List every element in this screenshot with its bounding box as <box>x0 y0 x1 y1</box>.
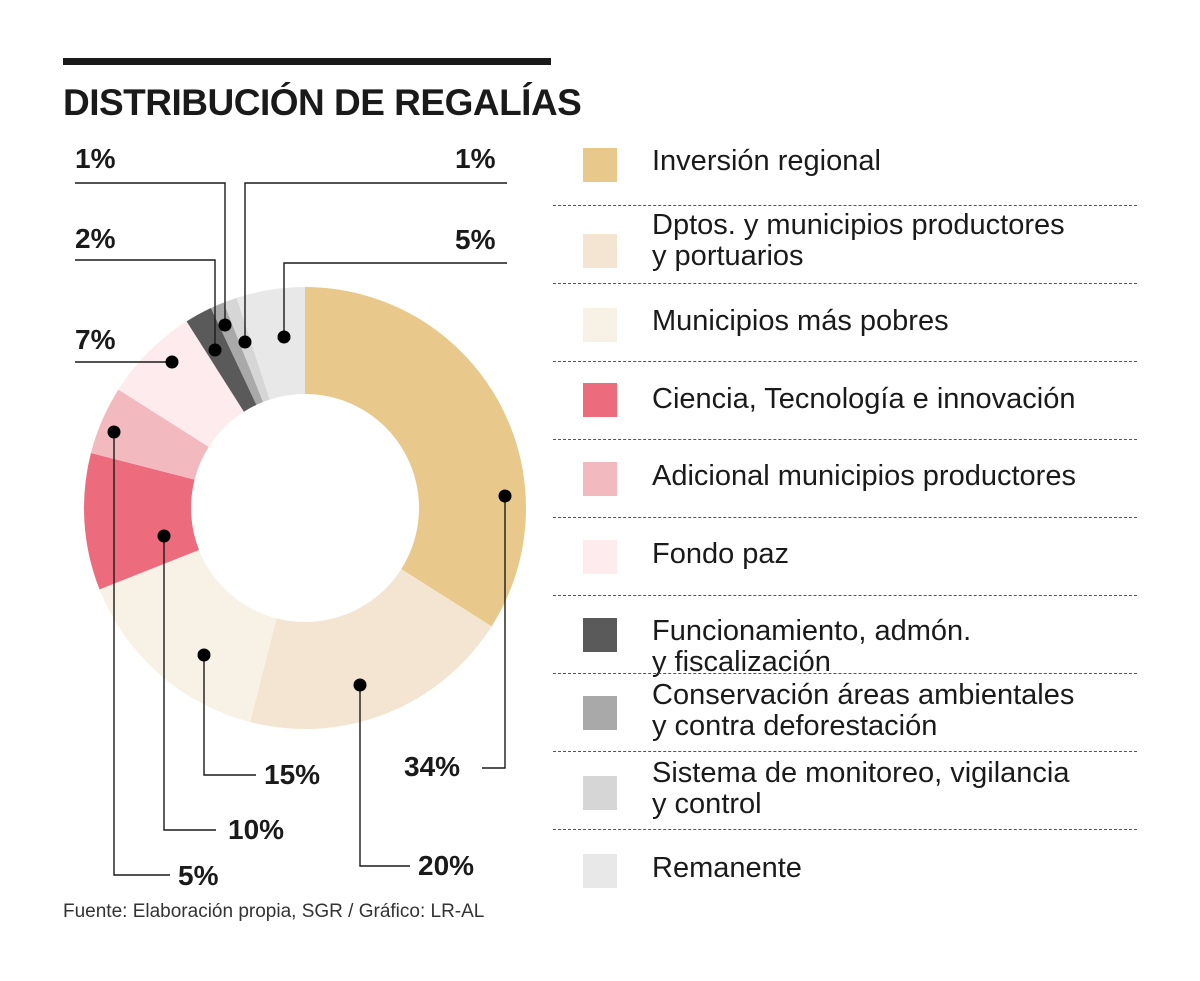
leader-dot-funcionamiento-admon-y-fiscalizacion <box>208 343 222 357</box>
leader-line-funcionamiento-admon-y-fiscalizacion <box>75 259 216 350</box>
legend-label-funcionamiento-admon-y-fiscalizacion: Funcionamiento, admón. y fiscalización <box>652 615 972 678</box>
leader-line-adicional-municipios-productores <box>113 432 170 876</box>
donut-chart <box>75 182 526 876</box>
leader-dot-conservacion-areas-ambientales-y-contra-deforestacion <box>218 318 232 332</box>
legend-swatch-funcionamiento-admon-y-fiscalizacion <box>583 618 617 652</box>
legend-separator <box>553 205 1137 206</box>
legend-swatch-dptos-y-municipios-productores-y-portuarios <box>583 234 617 268</box>
leader-line-remanente <box>283 262 507 337</box>
leader-line-municipios-mas-pobres <box>203 655 256 776</box>
slice-funcionamiento-admon-y-fiscalizacion <box>186 308 257 412</box>
data-label-remanente: 5% <box>455 224 496 255</box>
chart-title: DISTRIBUCIÓN DE REGALÍAS <box>63 82 582 123</box>
legend-label-dptos-y-municipios-productores-y-portuarios: Dptos. y municipios productores y portua… <box>652 209 1065 272</box>
data-label-municipios-mas-pobres: 15% <box>264 759 321 790</box>
legend-swatch-remanente <box>583 854 617 888</box>
legend-label-adicional-municipios-productores: Adicional municipios productores <box>652 460 1076 492</box>
leader-dot-dptos-y-municipios-productores-y-portuarios <box>353 678 367 692</box>
legend-label-conservacion-areas-ambientales-y-contra-deforestacion: Conservación áreas ambientales y contra … <box>652 679 1075 742</box>
leader-line-conservacion-areas-ambientales-y-contra-deforestacion <box>75 182 226 325</box>
data-label-funcionamiento-admon-y-fiscalizacion: 2% <box>75 223 116 254</box>
leader-dot-inversion-regional <box>498 489 512 503</box>
leader-dot-adicional-municipios-productores <box>107 425 121 439</box>
legend-label-inversion-regional: Inversión regional <box>652 145 881 177</box>
legend-separator <box>553 517 1137 518</box>
legend-swatch-fondo-paz <box>583 540 617 574</box>
slice-adicional-municipios-productores <box>90 389 209 480</box>
legend-swatch-sistema-de-monitoreo-vigilancia-y-control <box>583 776 617 810</box>
legend-label-sistema-de-monitoreo-vigilancia-y-control: Sistema de monitoreo, vigilancia y contr… <box>652 757 1070 820</box>
slice-dptos-y-municipios-productores-y-portuarios <box>250 569 492 730</box>
legend-separator <box>553 439 1137 440</box>
slice-inversion-regional <box>305 287 526 627</box>
data-label-sistema-de-monitoreo-vigilancia-y-control: 1% <box>455 143 496 174</box>
data-label-fondo-paz: 7% <box>75 324 116 355</box>
leader-dot-fondo-paz <box>165 355 179 369</box>
leader-line-dptos-y-municipios-productores-y-portuarios <box>359 685 410 867</box>
leader-dot-ciencia-tecnologia-e-innovacion <box>157 529 171 543</box>
legend-label-remanente: Remanente <box>652 852 802 884</box>
legend-swatch-conservacion-areas-ambientales-y-contra-deforestacion <box>583 696 617 730</box>
data-label-inversion-regional: 34% <box>404 751 461 782</box>
legend-swatch-inversion-regional <box>583 148 617 182</box>
slice-remanente <box>236 287 305 400</box>
source-note: Fuente: Elaboración propia, SGR / Gráfic… <box>63 901 485 922</box>
slice-ciencia-tecnologia-e-innovacion <box>83 453 200 590</box>
legend-separator <box>553 829 1137 830</box>
data-label-conservacion-areas-ambientales-y-contra-deforestacion: 1% <box>75 143 116 174</box>
leader-dot-municipios-mas-pobres <box>197 648 211 662</box>
data-label-adicional-municipios-productores: 5% <box>178 860 219 891</box>
legend-separator <box>553 361 1137 362</box>
legend-label-ciencia-tecnologia-e-innovacion: Ciencia, Tecnología e innovación <box>652 383 1076 415</box>
data-label-dptos-y-municipios-productores-y-portuarios: 20% <box>418 850 475 881</box>
slice-municipios-mas-pobres <box>99 549 277 723</box>
slice-fondo-paz <box>118 321 244 447</box>
legend-label-municipios-mas-pobres: Municipios más pobres <box>652 305 949 337</box>
leader-line-sistema-de-monitoreo-vigilancia-y-control <box>244 182 507 342</box>
legend-separator <box>553 595 1137 596</box>
legend-separator <box>553 283 1137 284</box>
legend-label-fondo-paz: Fondo paz <box>652 538 790 570</box>
slice-sistema-de-monitoreo-vigilancia-y-control <box>223 297 270 403</box>
legend-swatch-municipios-mas-pobres <box>583 308 617 342</box>
legend-separator <box>553 751 1137 752</box>
legend-separator <box>553 673 1137 674</box>
data-label-ciencia-tecnologia-e-innovacion: 10% <box>228 814 285 845</box>
legend-swatch-ciencia-tecnologia-e-innovacion <box>583 383 617 417</box>
title-rule <box>63 58 551 65</box>
leader-dot-sistema-de-monitoreo-vigilancia-y-control <box>238 335 252 349</box>
leader-line-ciencia-tecnologia-e-innovacion <box>163 536 216 831</box>
legend-swatch-adicional-municipios-productores <box>583 462 617 496</box>
leader-line-inversion-regional <box>482 496 506 769</box>
leader-dot-remanente <box>277 330 291 344</box>
